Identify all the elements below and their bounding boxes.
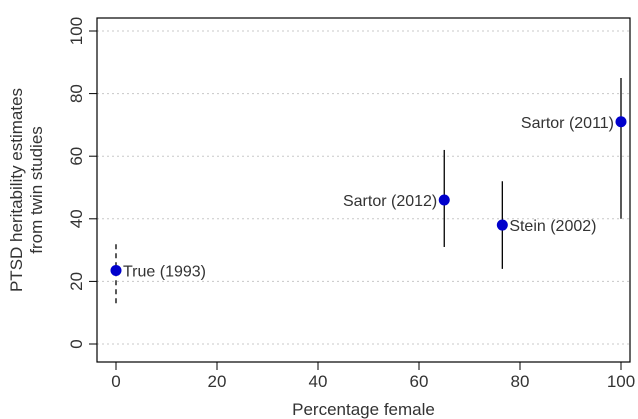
x-axis-label: Percentage female: [292, 400, 435, 419]
axis-ticks: 0 20 40 60 80 100 0 20 40 60 80 100: [67, 17, 635, 391]
x-tick-label: 0: [111, 372, 120, 391]
data-points: [110, 116, 627, 276]
y-tick-label: 20: [67, 272, 86, 291]
point-label: True (1993): [123, 263, 206, 280]
point-label: Stein (2002): [509, 218, 596, 235]
data-point: [110, 264, 122, 276]
x-tick-label: 40: [309, 372, 328, 391]
grid-lines: [97, 30, 630, 345]
y-tick-label: 0: [67, 339, 86, 348]
x-tick-label: 100: [607, 372, 635, 391]
y-tick-label: 40: [67, 209, 86, 228]
x-tick-label: 20: [208, 372, 227, 391]
y-tick-label: 100: [67, 17, 86, 45]
point-label: Sartor (2012): [343, 193, 437, 210]
x-tick-label: 80: [511, 372, 530, 391]
y-tick-label: 60: [67, 147, 86, 166]
data-point: [496, 219, 508, 231]
y-axis-label-line1: PTSD heritability estimates: [7, 88, 26, 292]
point-label: Sartor (2011): [521, 115, 614, 132]
point-labels: True (1993) Sartor (2012) Stein (2002) Sart…: [123, 115, 614, 281]
data-point: [438, 194, 450, 206]
data-point: [615, 116, 627, 128]
y-tick-label: 80: [67, 84, 86, 103]
y-axis-label-line2: from twin studies: [27, 126, 46, 254]
x-tick-label: 60: [410, 372, 429, 391]
plot-frame: [96, 17, 631, 363]
